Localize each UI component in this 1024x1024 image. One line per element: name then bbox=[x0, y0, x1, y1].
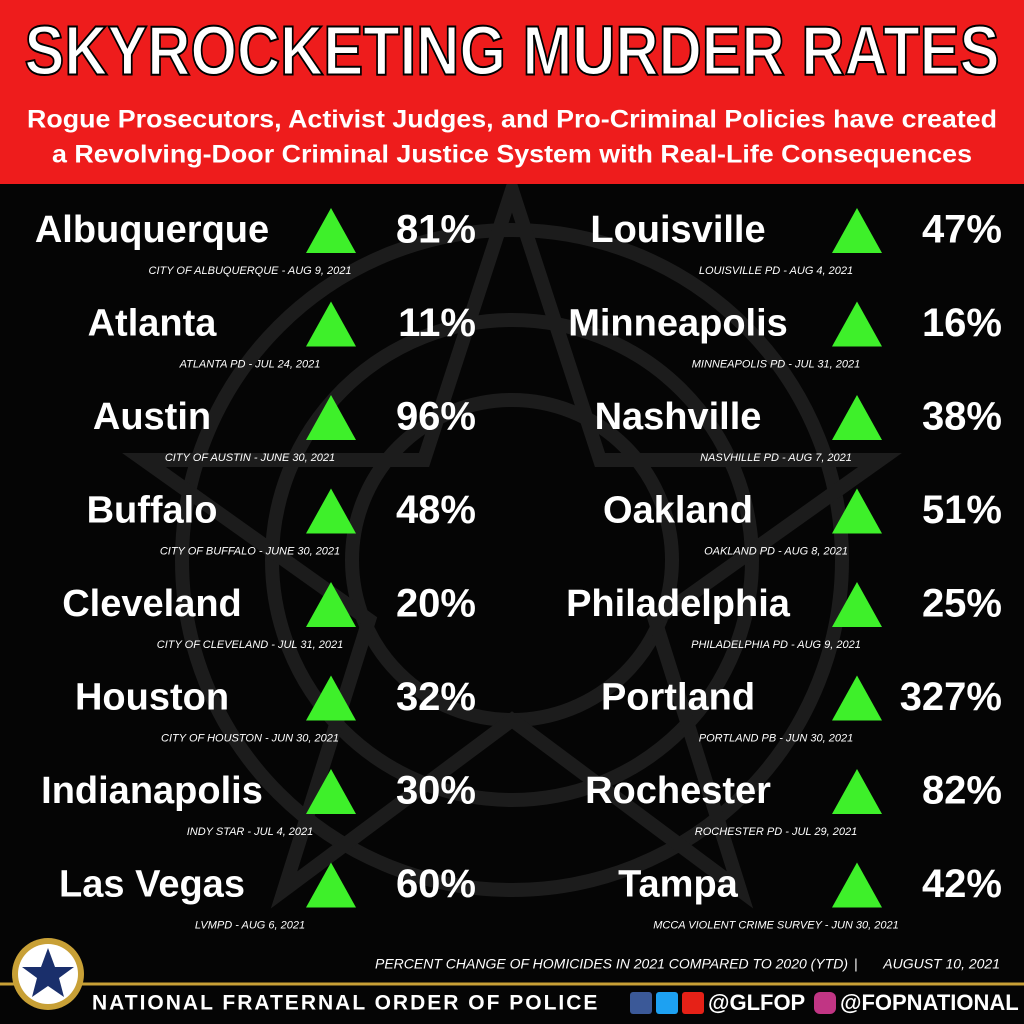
percent-change: 16% bbox=[922, 301, 1002, 345]
city-name: Oakland bbox=[603, 490, 753, 532]
up-arrow bbox=[832, 301, 882, 347]
percent-change: 25% bbox=[922, 582, 1002, 626]
source: PORTLAND PB - JUN 30, 2021 bbox=[699, 732, 853, 744]
percent-change: 20% bbox=[396, 582, 476, 626]
percent-change: 47% bbox=[922, 208, 1002, 252]
source: INDY STAR - JUL 4, 2021 bbox=[187, 826, 314, 838]
subtitle: a Revolving-Door Criminal Justice System… bbox=[52, 141, 972, 169]
city-name: Las Vegas bbox=[59, 864, 245, 906]
up-arrow bbox=[306, 395, 356, 440]
up-arrow bbox=[832, 675, 882, 721]
percent-change: 11% bbox=[398, 301, 476, 345]
handle: @GLFOP bbox=[708, 990, 805, 1015]
city-name: Portland bbox=[601, 677, 755, 719]
up-arrow bbox=[306, 301, 356, 347]
source: ROCHESTER PD - JUL 29, 2021 bbox=[695, 826, 857, 838]
up-arrow bbox=[306, 488, 356, 534]
up-arrow bbox=[832, 395, 882, 440]
city-name: Louisville bbox=[590, 209, 765, 251]
city-name: Albuquerque bbox=[35, 209, 269, 251]
up-arrow bbox=[306, 862, 356, 908]
city-name: Minneapolis bbox=[568, 303, 788, 345]
up-arrow bbox=[832, 582, 882, 627]
separator: | bbox=[854, 956, 858, 972]
city-name: Indianapolis bbox=[41, 770, 263, 812]
source: CITY OF CLEVELAND - JUL 31, 2021 bbox=[157, 639, 343, 651]
up-arrow bbox=[832, 208, 882, 253]
city-name: Buffalo bbox=[87, 490, 218, 532]
source: ATLANTA PD - JUL 24, 2021 bbox=[179, 358, 321, 370]
source: CITY OF AUSTIN - JUNE 30, 2021 bbox=[165, 452, 335, 464]
percent-change: 81% bbox=[396, 208, 476, 252]
source: LOUISVILLE PD - AUG 4, 2021 bbox=[699, 265, 853, 277]
city-name: Rochester bbox=[585, 770, 771, 812]
source: LVMPD - AUG 6, 2021 bbox=[195, 919, 305, 931]
source: CITY OF BUFFALO - JUNE 30, 2021 bbox=[160, 545, 340, 557]
source: CITY OF ALBUQUERQUE - AUG 9, 2021 bbox=[149, 265, 352, 277]
subtitle: Rogue Prosecutors, Activist Judges, and … bbox=[27, 106, 997, 134]
percent-change: 327% bbox=[900, 675, 1002, 719]
source: CITY OF HOUSTON - JUN 30, 2021 bbox=[161, 732, 339, 744]
up-arrow bbox=[832, 488, 882, 534]
city-name: Cleveland bbox=[62, 583, 242, 625]
percent-change: 32% bbox=[396, 675, 476, 719]
up-arrow bbox=[306, 582, 356, 627]
source: PHILADELPHIA PD - AUG 9, 2021 bbox=[691, 639, 861, 651]
handle: @FOPNATIONAL bbox=[840, 990, 1019, 1015]
badge-logo bbox=[12, 938, 84, 1010]
city-name: Nashville bbox=[595, 396, 762, 438]
city-name: Tampa bbox=[618, 864, 739, 906]
up-arrow bbox=[832, 769, 882, 814]
percent-change: 96% bbox=[396, 395, 476, 439]
city-name: Philadelphia bbox=[566, 583, 791, 625]
up-arrow bbox=[306, 769, 356, 814]
percent-change: 51% bbox=[922, 488, 1002, 532]
percent-change: 30% bbox=[396, 769, 476, 813]
up-arrow bbox=[306, 208, 356, 253]
percent-change: 60% bbox=[396, 862, 476, 906]
organization: NATIONAL FRATERNAL ORDER OF POLICE bbox=[92, 992, 599, 1015]
source: NASVHILLE PD - AUG 7, 2021 bbox=[700, 452, 852, 464]
seal-watermark bbox=[122, 167, 902, 909]
city-name: Atlanta bbox=[88, 303, 218, 345]
city-name: Houston bbox=[75, 677, 229, 719]
header-band bbox=[0, 0, 1024, 184]
percent-change: 38% bbox=[922, 395, 1002, 439]
city-name: Austin bbox=[93, 396, 211, 438]
percent-change: 42% bbox=[922, 862, 1002, 906]
footer-note: PERCENT CHANGE OF HOMICIDES IN 2021 COMP… bbox=[375, 956, 848, 972]
percent-change: 82% bbox=[922, 769, 1002, 813]
social-icons bbox=[630, 992, 836, 1014]
footer-date: AUGUST 10, 2021 bbox=[882, 956, 1000, 972]
source: MCCA VIOLENT CRIME SURVEY - JUN 30, 2021 bbox=[653, 919, 899, 931]
percent-change: 48% bbox=[396, 488, 476, 532]
source: MINNEAPOLIS PD - JUL 31, 2021 bbox=[692, 358, 861, 370]
source: OAKLAND PD - AUG 8, 2021 bbox=[704, 545, 848, 557]
title: SKYROCKETING MURDER RATES bbox=[25, 11, 1000, 89]
up-arrow bbox=[832, 862, 882, 908]
entry-list: Albuquerque 81% CITY OF ALBUQUERQUE - AUG … bbox=[35, 208, 1002, 932]
up-arrow bbox=[306, 675, 356, 721]
